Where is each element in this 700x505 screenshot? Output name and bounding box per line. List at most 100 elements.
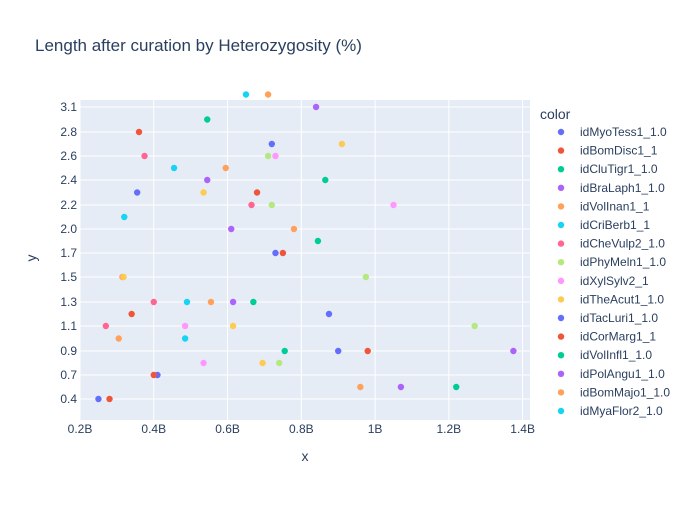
legend-item[interactable]: idBomMajo1_1.0: [557, 385, 671, 399]
data-point[interactable]: [510, 347, 517, 355]
data-point[interactable]: [120, 273, 127, 281]
data-point[interactable]: [250, 298, 257, 306]
data-point[interactable]: [312, 103, 320, 111]
legend-item[interactable]: idCriBerb1_1: [557, 218, 651, 232]
legend-item[interactable]: idVolInfl1_1.0: [557, 348, 653, 362]
data-point[interactable]: [253, 189, 261, 196]
chart-title: Length after curation by Heterozygosity …: [35, 36, 362, 55]
data-point[interactable]: [325, 310, 333, 318]
data-point[interactable]: [102, 322, 110, 330]
data-point[interactable]: [272, 152, 279, 160]
data-point[interactable]: [272, 249, 279, 257]
data-point[interactable]: [135, 128, 143, 136]
legend-item[interactable]: idCorMarg1_1: [557, 330, 657, 344]
data-point[interactable]: [128, 310, 135, 318]
data-point[interactable]: [121, 213, 128, 221]
data-point[interactable]: [364, 347, 371, 355]
legend-marker: [557, 370, 565, 377]
data-point[interactable]: [228, 225, 235, 233]
data-point[interactable]: [200, 359, 207, 367]
data-point[interactable]: [471, 322, 478, 330]
x-tick-label: 0.4B: [141, 422, 166, 436]
legend-label: idXylSylv2_1: [580, 274, 649, 288]
legend-marker: [557, 389, 565, 396]
data-point[interactable]: [229, 322, 237, 330]
legend-item[interactable]: idMyoTess1_1.0: [557, 125, 667, 139]
data-point[interactable]: [275, 359, 283, 367]
data-point[interactable]: [390, 201, 397, 209]
data-point[interactable]: [264, 91, 272, 98]
x-tick-label: 0.6B: [215, 422, 240, 436]
legend-marker: [557, 352, 565, 359]
y-tick-label: 1.1: [60, 319, 77, 333]
data-point[interactable]: [204, 176, 211, 184]
legend-marker: [557, 203, 565, 210]
y-tick-label: 1.3: [60, 295, 77, 309]
data-point[interactable]: [248, 201, 255, 209]
data-point[interactable]: [362, 273, 370, 281]
legend-item[interactable]: idBraLaph1_1.0: [557, 181, 665, 195]
data-point[interactable]: [150, 371, 157, 379]
data-point[interactable]: [222, 164, 229, 172]
legend-label: idCluTigr1_1.0: [580, 162, 658, 176]
legend-item[interactable]: idMyaFlor2_1.0: [557, 404, 663, 418]
data-point[interactable]: [314, 237, 322, 245]
data-point[interactable]: [453, 383, 460, 391]
data-point[interactable]: [141, 152, 148, 160]
data-point[interactable]: [181, 335, 189, 342]
legend-marker: [557, 147, 565, 154]
data-point[interactable]: [204, 116, 211, 123]
legend-item[interactable]: idPolAngu1_1.0: [557, 367, 665, 381]
data-point[interactable]: [200, 189, 207, 196]
legend-item[interactable]: idTacLuri1_1.0: [557, 311, 659, 325]
x-tick-label: 0.2B: [68, 422, 93, 436]
legend-item[interactable]: idBomDisc1_1: [557, 144, 658, 158]
data-point[interactable]: [183, 298, 191, 306]
legend-title: color: [540, 106, 571, 122]
data-point[interactable]: [268, 201, 276, 209]
data-point[interactable]: [170, 164, 178, 172]
x-tick-labels: 0.2B 0.4B 0.6B 0.8B 1B 1.2B 1.4B: [68, 422, 535, 436]
legend-item[interactable]: idVolInan1_1: [557, 199, 650, 213]
legend-item[interactable]: idPhyMeln1_1.0: [557, 255, 667, 269]
data-points[interactable]: [95, 91, 517, 403]
data-point[interactable]: [290, 225, 298, 233]
legend-marker: [557, 407, 565, 415]
legend-label: idVolInfl1_1.0: [580, 348, 652, 362]
data-point[interactable]: [397, 383, 405, 391]
legend-item[interactable]: idCheVulp2_1.0: [557, 237, 665, 251]
data-point[interactable]: [338, 140, 346, 148]
legend-label: idMyoTess1_1.0: [580, 125, 667, 139]
data-point[interactable]: [242, 91, 250, 98]
legend[interactable]: color idMyoTess1_1.0 idBomDisc1_1 idCluTig…: [540, 106, 670, 418]
data-point[interactable]: [281, 347, 288, 355]
legend-item[interactable]: idXylSylv2_1: [557, 274, 649, 288]
legend-marker: [557, 221, 565, 229]
data-point[interactable]: [279, 249, 287, 257]
data-point[interactable]: [95, 395, 102, 403]
data-point[interactable]: [322, 176, 329, 184]
data-point[interactable]: [106, 395, 113, 403]
data-point[interactable]: [207, 298, 215, 306]
y-tick-label: 1.5: [60, 270, 77, 284]
data-point[interactable]: [181, 322, 189, 330]
data-point[interactable]: [334, 347, 342, 355]
data-point[interactable]: [115, 335, 122, 342]
legend-item[interactable]: idTheAcut1_1.0: [557, 292, 665, 306]
data-point[interactable]: [133, 189, 141, 196]
data-point[interactable]: [259, 359, 266, 367]
legend-label: idCriBerb1_1: [580, 218, 650, 232]
data-point[interactable]: [264, 152, 272, 160]
data-point[interactable]: [229, 298, 237, 306]
y-tick-label: 2.6: [60, 149, 77, 163]
legend-item[interactable]: idCluTigr1_1.0: [557, 162, 658, 176]
y-tick-label: 1.7: [60, 246, 77, 260]
legend-marker: [557, 259, 565, 266]
legend-marker: [557, 240, 565, 247]
data-point[interactable]: [357, 383, 364, 391]
data-point[interactable]: [150, 298, 157, 306]
legend-items[interactable]: idMyoTess1_1.0 idBomDisc1_1 idCluTigr1_1.0…: [557, 125, 671, 418]
y-axis-label: y: [23, 255, 39, 262]
data-point[interactable]: [268, 140, 276, 148]
